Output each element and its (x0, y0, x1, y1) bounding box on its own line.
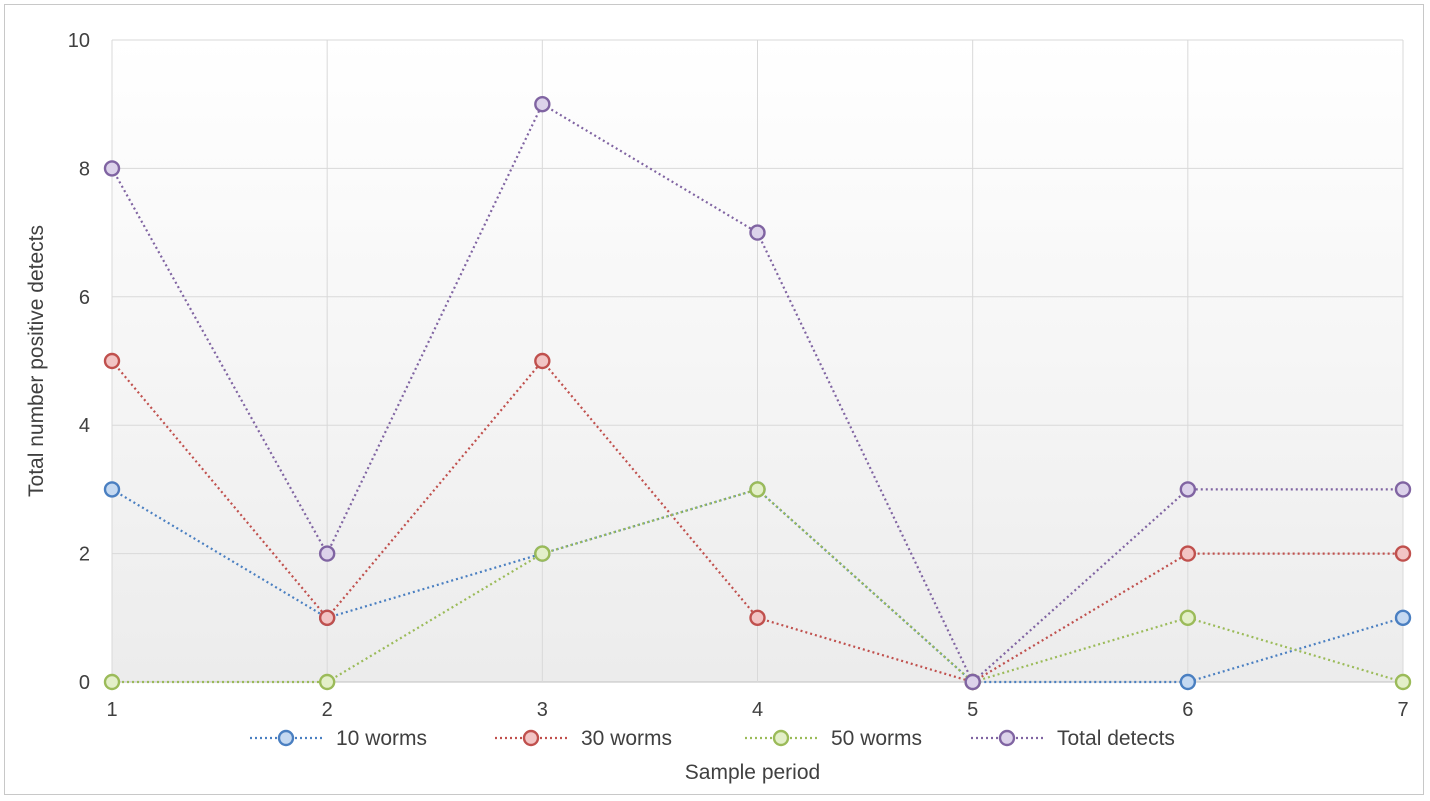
x-tick-label: 2 (322, 699, 333, 721)
legend-marker (277, 729, 295, 747)
legend-label: 10 worms (336, 727, 427, 750)
data-point (103, 160, 121, 177)
data-point (534, 545, 551, 562)
data-point (1394, 673, 1412, 691)
x-tick-label: 7 (1397, 699, 1408, 721)
legend: 10 worms 30 worms 50 worms Total detects (250, 727, 1175, 750)
y-tick-label: 8 (79, 158, 90, 180)
data-point (1179, 609, 1197, 626)
legend-item: 50 worms (745, 727, 922, 750)
x-axis-ticks: 1 2 3 4 5 6 7 (106, 699, 1408, 721)
y-tick-label: 10 (68, 30, 90, 52)
legend-item: 30 worms (495, 727, 672, 750)
data-point (1394, 545, 1412, 562)
x-tick-label: 6 (1182, 699, 1193, 721)
data-point (1394, 609, 1412, 626)
data-point (749, 481, 766, 498)
data-point (964, 673, 981, 691)
y-tick-label: 2 (79, 544, 90, 566)
legend-marker (522, 729, 540, 747)
x-tick-label: 4 (752, 699, 763, 721)
data-point (749, 609, 766, 626)
gridlines (111, 39, 1404, 683)
data-point (1179, 673, 1197, 691)
data-point (749, 224, 766, 241)
series-layer (103, 95, 1412, 691)
data-point (1394, 481, 1412, 498)
data-point (318, 673, 336, 691)
legend-label: Total detects (1057, 727, 1175, 750)
legend-marker (772, 729, 790, 747)
y-axis-ticks: 0 2 4 6 8 10 (68, 30, 90, 694)
data-point (103, 673, 121, 691)
data-point (318, 609, 336, 626)
legend-label: 50 worms (831, 727, 922, 750)
series-total-detects (103, 95, 1412, 691)
y-tick-label: 4 (79, 415, 90, 437)
legend-label: 30 worms (581, 727, 672, 750)
x-axis-title: Sample period (685, 761, 820, 784)
x-tick-label: 5 (967, 699, 978, 721)
data-point (1179, 481, 1197, 498)
data-point (103, 481, 121, 498)
data-point (318, 545, 336, 562)
x-tick-label: 3 (537, 699, 548, 721)
legend-item: Total detects (971, 727, 1175, 750)
data-point (534, 95, 551, 113)
data-point (103, 352, 121, 370)
y-axis-title: Total number positive detects (25, 225, 48, 497)
x-tick-label: 1 (106, 699, 117, 721)
data-point (1179, 545, 1197, 562)
data-point (534, 352, 551, 370)
y-tick-label: 6 (79, 287, 90, 309)
y-tick-label: 0 (79, 672, 90, 694)
legend-marker (998, 729, 1016, 747)
legend-item: 10 worms (250, 727, 427, 750)
